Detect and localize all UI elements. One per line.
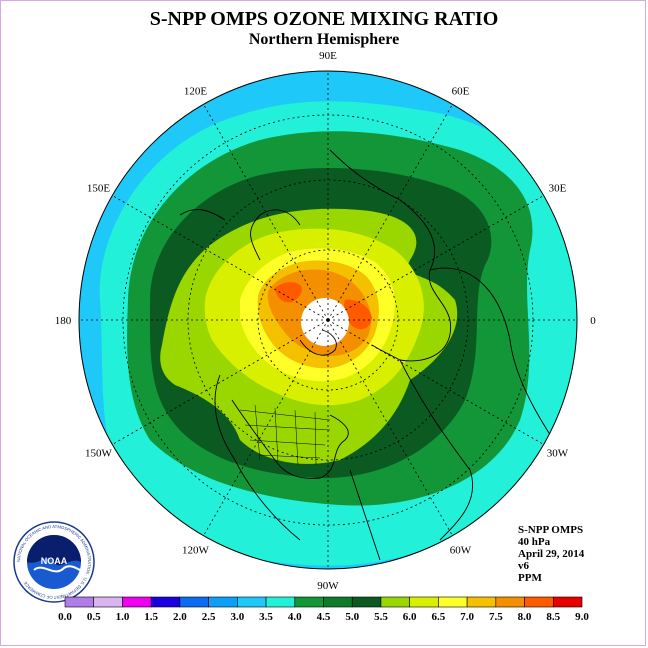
colorbar-swatch bbox=[208, 596, 238, 608]
colorbar-swatch bbox=[466, 596, 497, 608]
noaa-logo-icon: NATIONAL OCEANIC AND ATMOSPHERIC ADMINIS… bbox=[13, 521, 95, 603]
longitude-label: 0 bbox=[590, 315, 596, 327]
longitude-label: 180 bbox=[55, 315, 72, 327]
longitude-label: 120E bbox=[184, 86, 208, 98]
colorbar-label: 3.0 bbox=[230, 611, 244, 623]
longitude-label: 60W bbox=[450, 544, 472, 556]
colorbar-label: 7.5 bbox=[489, 611, 503, 623]
colorbar-label: 0.5 bbox=[87, 611, 101, 623]
colorbar-label: 8.0 bbox=[518, 611, 532, 623]
colorbar-label: 6.5 bbox=[432, 611, 446, 623]
missing-data-pole bbox=[301, 298, 349, 346]
colorbar-label: 2.5 bbox=[202, 611, 216, 623]
colorbar-swatch bbox=[64, 596, 95, 608]
info-instrument: S-NPP OMPS bbox=[518, 524, 584, 536]
logo-text: NOAA bbox=[41, 556, 68, 566]
colorbar-label: 3.5 bbox=[259, 611, 273, 623]
colorbar-label: 6.0 bbox=[403, 611, 417, 623]
political-boundaries bbox=[239, 404, 331, 466]
colorbar-swatch bbox=[524, 596, 554, 608]
colorbar-swatch bbox=[323, 596, 353, 608]
colorbar-label: 5.5 bbox=[374, 611, 388, 623]
longitude-label: 150E bbox=[87, 183, 111, 195]
info-units: PPM bbox=[518, 572, 542, 584]
colorbar-label: 4.5 bbox=[317, 611, 331, 623]
colorbar-label: 1.0 bbox=[116, 611, 130, 623]
page-title: S-NPP OMPS OZONE MIXING RATIO bbox=[149, 8, 499, 30]
colorbar-swatch bbox=[150, 596, 181, 608]
meridian-line bbox=[112, 319, 329, 445]
colorbar-swatch bbox=[122, 596, 152, 608]
longitude-label: 120W bbox=[182, 544, 210, 556]
longitude-label: 30E bbox=[549, 183, 567, 195]
graticule bbox=[79, 71, 577, 569]
longitude-label: 30W bbox=[547, 448, 569, 460]
colorbar-swatch bbox=[380, 596, 410, 608]
colorbar-label: 5.0 bbox=[345, 611, 359, 623]
colorbar-label: 7.0 bbox=[460, 611, 474, 623]
longitude-label: 60E bbox=[452, 86, 470, 98]
map-boundary bbox=[78, 70, 578, 570]
longitude-label: 90E bbox=[319, 50, 337, 62]
colorbar-label: 0.0 bbox=[58, 611, 72, 623]
colorbar-swatch bbox=[179, 596, 209, 608]
coastlines bbox=[179, 149, 561, 561]
colorbar-swatch bbox=[495, 596, 525, 608]
info-version: v6 bbox=[518, 560, 529, 572]
colorbar-swatch bbox=[93, 596, 123, 608]
meridian-line bbox=[327, 319, 453, 536]
colorbar-label: 1.5 bbox=[144, 611, 158, 623]
longitude-label: 150W bbox=[85, 448, 113, 460]
colorbar-swatch bbox=[409, 596, 439, 608]
meridian-line bbox=[203, 319, 329, 536]
colorbar-label: 8.5 bbox=[546, 611, 560, 623]
longitude-label: 90W bbox=[317, 580, 339, 592]
meridian-line bbox=[203, 104, 329, 321]
ozone-field bbox=[79, 71, 577, 569]
colorbar-label: 2.0 bbox=[173, 611, 187, 623]
info-level: 40 hPa bbox=[518, 536, 551, 548]
info-date: April 29, 2014 bbox=[518, 548, 585, 560]
colorbar-swatch bbox=[552, 596, 583, 608]
meridian-line bbox=[327, 195, 544, 321]
colorbar-label: 9.0 bbox=[575, 611, 589, 623]
meridian-line bbox=[112, 195, 329, 321]
page-subtitle: Northern Hemisphere bbox=[248, 31, 400, 48]
meridian-line bbox=[327, 104, 453, 321]
colorbar-swatch bbox=[294, 596, 324, 608]
colorbar-swatch bbox=[237, 596, 267, 608]
colorbar-label: 4.0 bbox=[288, 611, 302, 623]
longitude-labels: 90E 60E 30E 0 30W 60W 90W 120W 150W 180 150E 120E bbox=[55, 50, 597, 592]
colorbar-swatch bbox=[265, 596, 296, 608]
meridian-line bbox=[327, 319, 544, 445]
colorbar-swatch bbox=[438, 596, 468, 608]
colorbar-swatch bbox=[351, 596, 382, 608]
